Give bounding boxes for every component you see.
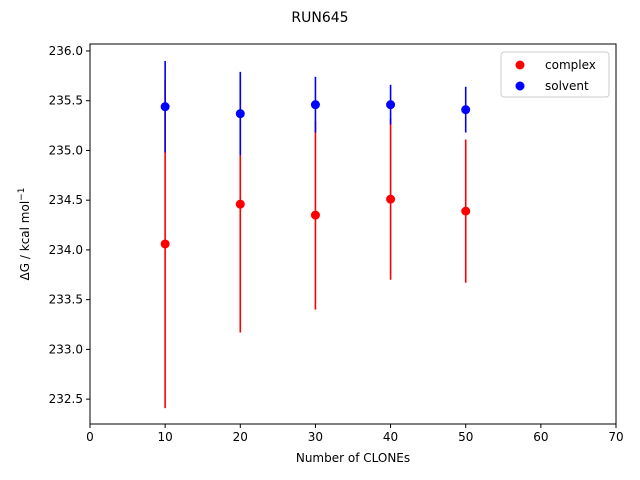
chart-title: RUN645 bbox=[291, 10, 348, 26]
y-tick-label: 235.5 bbox=[49, 94, 83, 108]
y-axis-label-text: ΔG / kcal mol bbox=[18, 201, 32, 281]
legend: complex solvent bbox=[500, 51, 610, 98]
y-axis-label: ΔG / kcal mol−1 bbox=[17, 188, 32, 281]
y-tick-label: 233.0 bbox=[49, 342, 83, 356]
x-tick-label: 50 bbox=[458, 430, 473, 444]
data-point-solvent bbox=[310, 100, 320, 110]
y-tick-label: 234.5 bbox=[49, 193, 83, 207]
legend-box bbox=[500, 51, 610, 98]
x-tick-label: 60 bbox=[533, 430, 548, 444]
x-tick-label: 20 bbox=[233, 430, 248, 444]
y-tick-label: 234.0 bbox=[49, 243, 83, 257]
x-tick-label: 0 bbox=[86, 430, 94, 444]
x-axis-label: Number of CLONEs bbox=[296, 451, 410, 465]
y-axis: 232.5 233.0 233.5 234.0 234.5 235.0 235.5 236.0 bbox=[49, 44, 90, 406]
x-tick-label: 30 bbox=[308, 430, 323, 444]
data-point-complex bbox=[160, 239, 170, 249]
data-point-solvent bbox=[461, 105, 471, 115]
legend-marker-solvent bbox=[515, 81, 525, 91]
x-tick-label: 40 bbox=[383, 430, 398, 444]
y-axis-label-exponent: −1 bbox=[17, 188, 27, 201]
y-tick-label: 236.0 bbox=[49, 44, 83, 58]
plot-area bbox=[160, 60, 471, 409]
legend-label-complex: complex bbox=[545, 58, 596, 72]
axes-frame bbox=[89, 43, 617, 425]
data-point-complex bbox=[461, 206, 471, 216]
x-axis: 0 10 20 30 40 50 60 70 bbox=[86, 424, 624, 444]
data-point-complex bbox=[235, 199, 245, 209]
y-tick-label: 233.5 bbox=[49, 293, 83, 307]
data-point-complex bbox=[310, 210, 320, 220]
y-tick-label: 232.5 bbox=[49, 392, 83, 406]
data-point-solvent bbox=[160, 102, 170, 112]
data-point-solvent bbox=[235, 109, 245, 119]
x-tick-label: 10 bbox=[158, 430, 173, 444]
y-tick-label: 235.0 bbox=[49, 143, 83, 157]
x-tick-label: 70 bbox=[608, 430, 623, 444]
legend-label-solvent: solvent bbox=[545, 79, 589, 93]
data-point-solvent bbox=[386, 100, 396, 110]
legend-marker-complex bbox=[515, 60, 525, 70]
data-point-complex bbox=[386, 194, 396, 204]
